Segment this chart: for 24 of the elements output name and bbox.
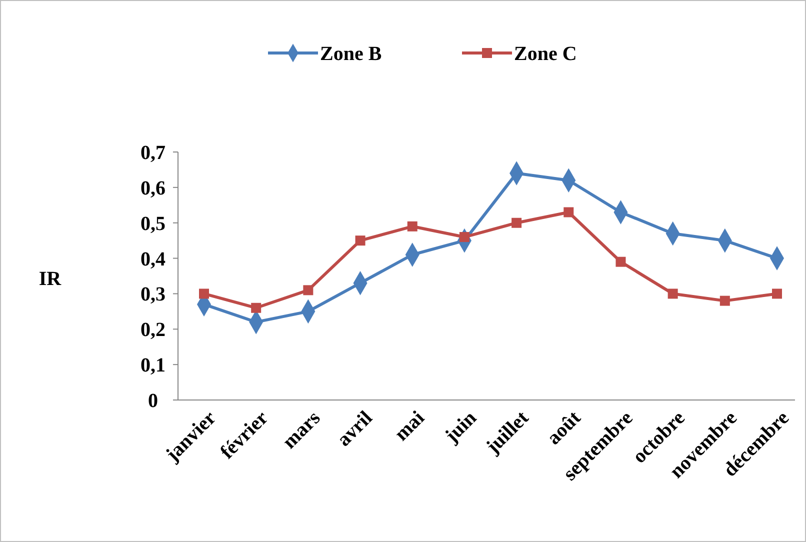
point [668,288,678,299]
y-tick-label: 0,5 [140,212,166,235]
y-tick-label: 0,6 [140,177,166,200]
y-tick-label: 0,3 [140,284,166,306]
x-tick-label: mai [390,406,430,446]
legend-label: Zone C [514,43,577,65]
y-axis-title: IR [38,268,62,290]
point [564,207,574,218]
y-tick-label: 0,4 [140,248,166,270]
point [199,288,209,299]
x-tick-label: juin [440,406,481,448]
point [355,236,366,246]
point [720,296,730,306]
point [407,221,418,232]
point [512,218,522,228]
point [303,285,314,296]
y-tick-label: 0,2 [140,319,166,342]
y-tick-label: 0,7 [140,142,166,164]
point [616,256,626,267]
point [772,288,782,299]
y-tick-label: 0,1 [140,354,166,377]
y-tick-label: 0 [148,390,158,412]
point [251,302,262,313]
legend-label: Zone B [320,43,382,65]
